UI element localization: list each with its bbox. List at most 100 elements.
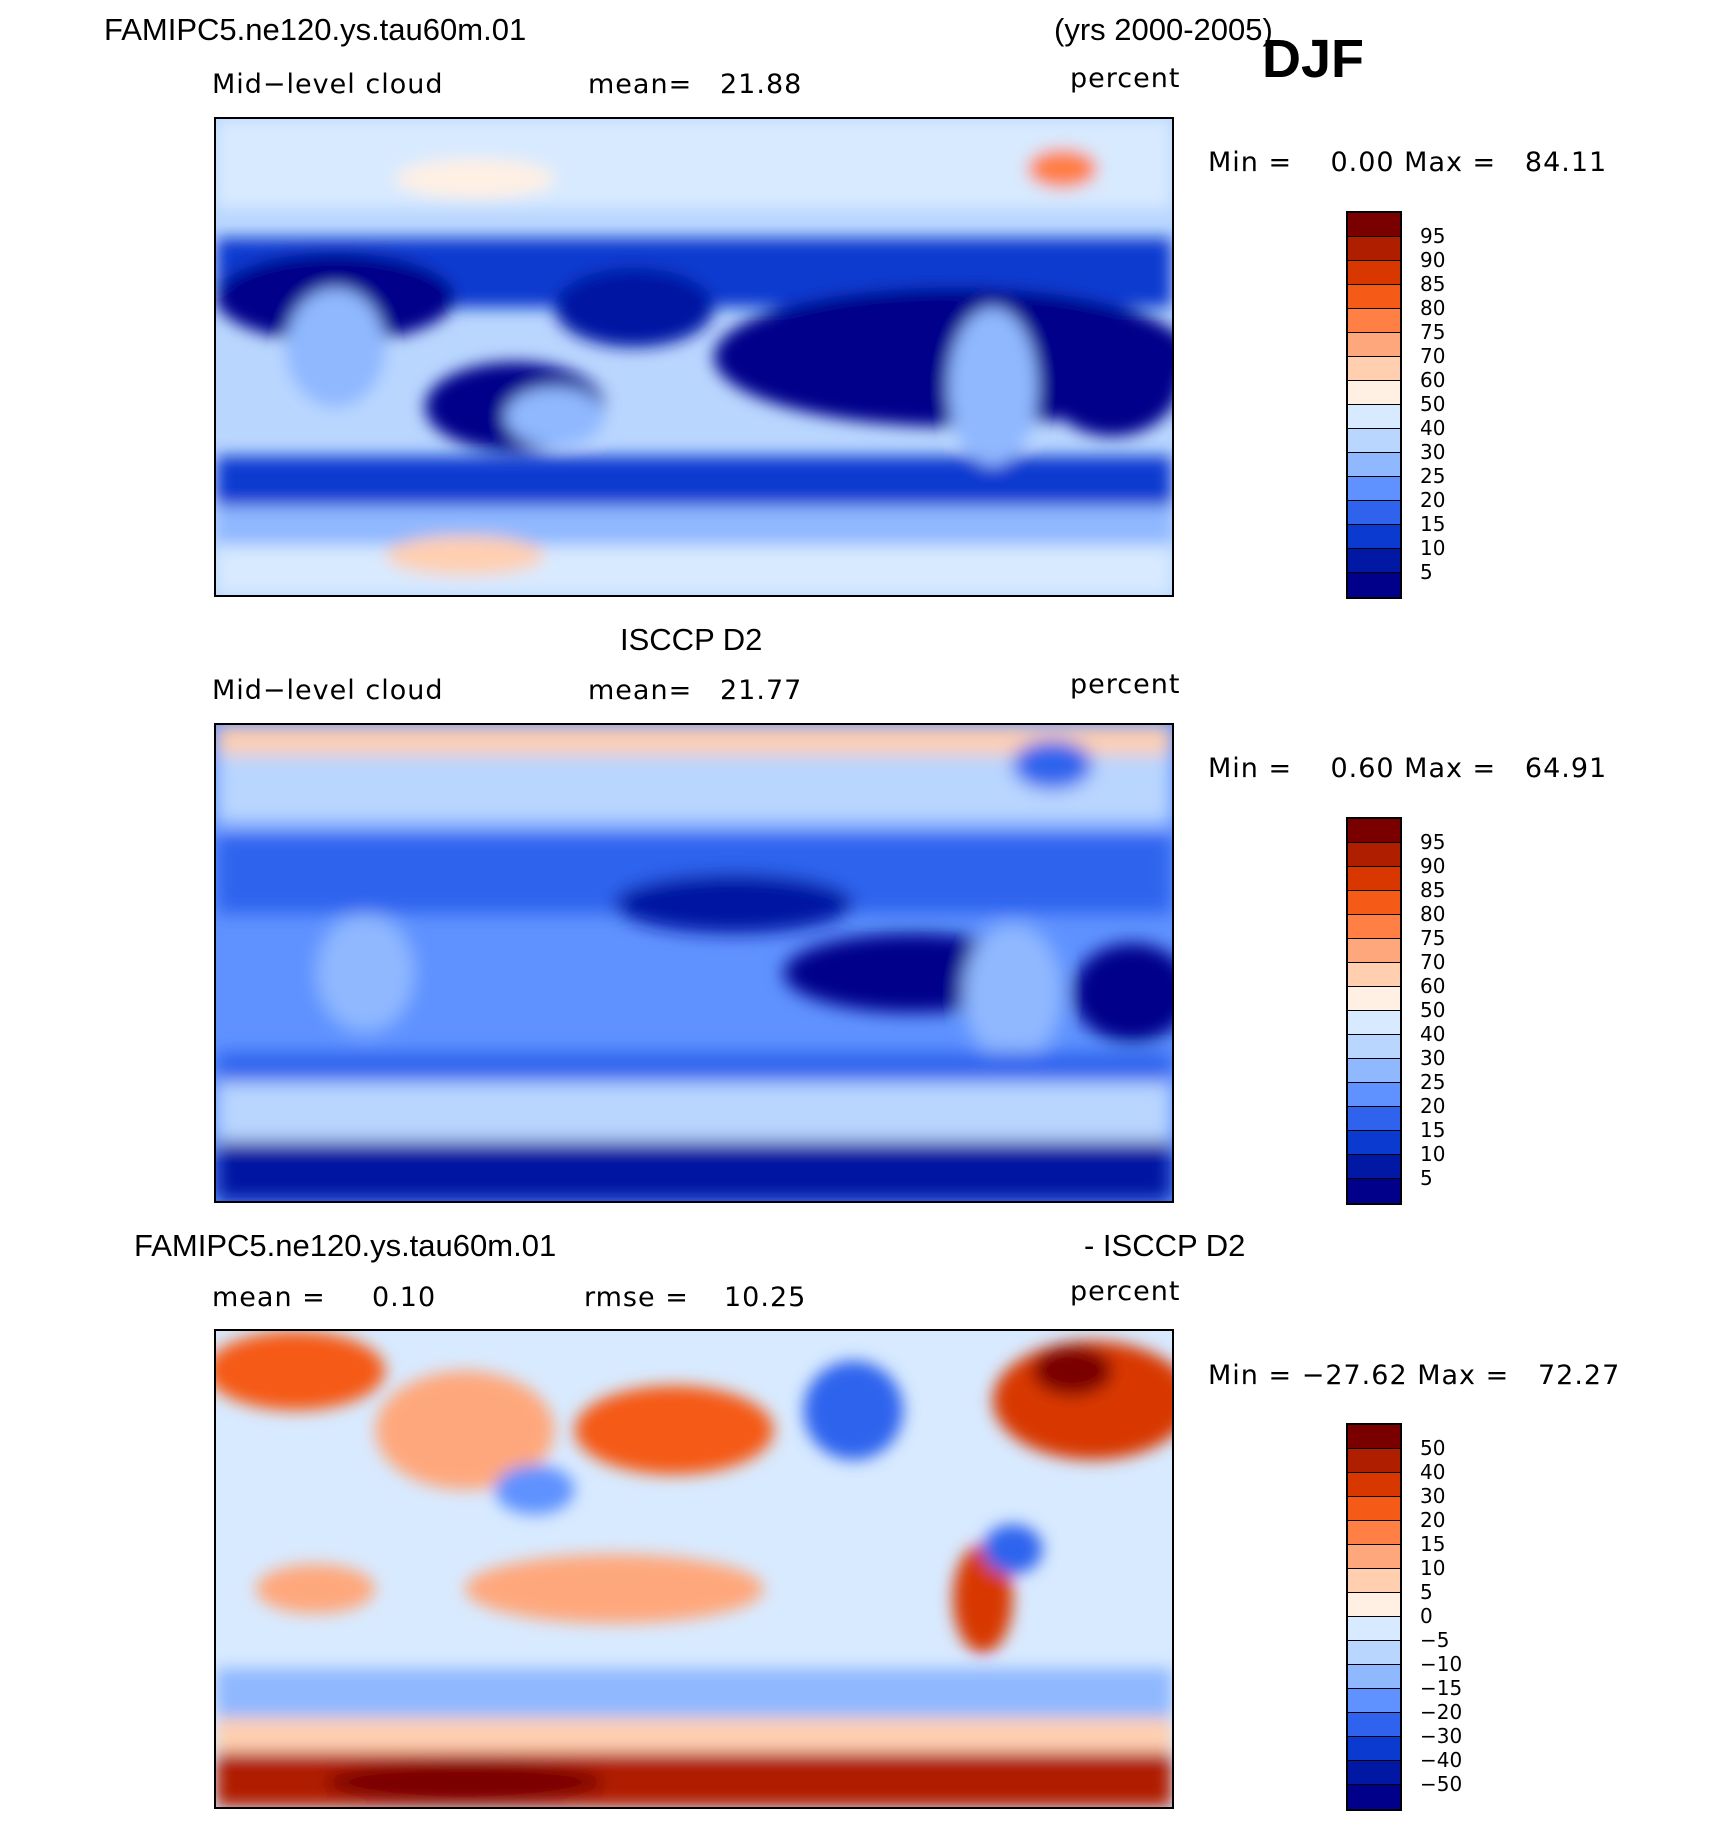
colorbar-tick-label: 40 — [1420, 1022, 1446, 1046]
colorbar-tick-label: 25 — [1420, 1070, 1446, 1094]
colorbar-swatch — [1348, 1131, 1400, 1155]
colorbar-tick-label: 5 — [1420, 1166, 1433, 1190]
panel1-units-label: percent — [1070, 63, 1181, 94]
colorbar-tick-label: 75 — [1420, 320, 1446, 344]
panel1-mean-value: 21.88 — [720, 69, 803, 100]
colorbar-swatch — [1348, 549, 1400, 573]
colorbar-swatch — [1348, 1617, 1400, 1641]
colorbar-tick-label: 30 — [1420, 1484, 1446, 1508]
colorbar-swatch — [1348, 1497, 1400, 1521]
colorbar-tick-label: 0 — [1420, 1604, 1433, 1628]
colorbar-swatch — [1348, 939, 1400, 963]
panel2-units-label: percent — [1070, 669, 1181, 700]
colorbar-tick-label: 20 — [1420, 488, 1446, 512]
colorbar-swatch — [1348, 405, 1400, 429]
colorbar-swatch — [1348, 1593, 1400, 1617]
colorbar-swatch — [1348, 501, 1400, 525]
panel3-minmax-label: Min = −27.62 Max = 72.27 — [1208, 1360, 1621, 1391]
colorbar-swatch — [1348, 477, 1400, 501]
colorbar-tick-label: 80 — [1420, 296, 1446, 320]
case-name-title: FAMIPC5.ne120.ys.tau60m.01 — [104, 12, 527, 47]
panel3-rmse-label: rmse = — [584, 1282, 689, 1313]
colorbar-swatch — [1348, 987, 1400, 1011]
colorbar-tick-label: 20 — [1420, 1094, 1446, 1118]
colorbar-swatch — [1348, 1665, 1400, 1689]
colorbar-swatch — [1348, 1059, 1400, 1083]
panel3-rmse-value: 10.25 — [724, 1282, 807, 1313]
colorbar-tick-label: 40 — [1420, 1460, 1446, 1484]
colorbar-swatch — [1348, 1785, 1400, 1809]
colorbar-tick-label: 10 — [1420, 1556, 1446, 1580]
colorbar-swatch — [1348, 285, 1400, 309]
panel2-map — [214, 723, 1174, 1203]
colorbar-swatch — [1348, 261, 1400, 285]
colorbar-swatch — [1348, 1641, 1400, 1665]
colorbar-tick-label: 15 — [1420, 1118, 1446, 1142]
colorbar-tick-label: 80 — [1420, 902, 1446, 926]
colorbar-tick-label: 10 — [1420, 1142, 1446, 1166]
colorbar-swatch — [1348, 1011, 1400, 1035]
colorbar-swatch — [1348, 915, 1400, 939]
colorbar-swatch — [1348, 381, 1400, 405]
colorbar-swatch — [1348, 1083, 1400, 1107]
colorbar-tick-label: −10 — [1420, 1652, 1463, 1676]
panel3-mean-value: 0.10 — [372, 1282, 437, 1313]
colorbar-tick-label: 15 — [1420, 512, 1446, 536]
panel1-map — [214, 117, 1174, 597]
colorbar-swatch — [1348, 963, 1400, 987]
panel3-title-right: - ISCCP D2 — [1084, 1228, 1246, 1263]
colorbar-swatch — [1348, 843, 1400, 867]
colorbar-tick-label: 5 — [1420, 1580, 1433, 1604]
colorbar-tick-label: −40 — [1420, 1748, 1463, 1772]
panel1-contour-field — [216, 119, 1172, 595]
colorbar-tick-label: 20 — [1420, 1508, 1446, 1532]
colorbar-tick-label: 85 — [1420, 878, 1446, 902]
panel3-colorbar — [1346, 1423, 1402, 1811]
colorbar-swatch — [1348, 819, 1400, 843]
colorbar-swatch — [1348, 333, 1400, 357]
colorbar-tick-label: 75 — [1420, 926, 1446, 950]
panel2-mean-value: 21.77 — [720, 675, 803, 706]
panel1-minmax-label: Min = 0.00 Max = 84.11 — [1208, 147, 1608, 178]
panel2-mean-label: mean= — [588, 675, 693, 706]
colorbar-swatch — [1348, 357, 1400, 381]
colorbar-swatch — [1348, 1761, 1400, 1785]
colorbar-tick-label: 90 — [1420, 248, 1446, 272]
colorbar-tick-label: 95 — [1420, 830, 1446, 854]
colorbar-swatch — [1348, 1107, 1400, 1131]
panel3-contour-field — [216, 1331, 1172, 1807]
colorbar-swatch — [1348, 1179, 1400, 1203]
colorbar-tick-label: 10 — [1420, 536, 1446, 560]
colorbar-swatch — [1348, 309, 1400, 333]
colorbar-tick-label: 60 — [1420, 974, 1446, 998]
colorbar-tick-label: 60 — [1420, 368, 1446, 392]
colorbar-tick-label: 30 — [1420, 1046, 1446, 1070]
panel1-mean-label: mean= — [588, 69, 693, 100]
colorbar-tick-label: 25 — [1420, 464, 1446, 488]
colorbar-tick-label: −30 — [1420, 1724, 1463, 1748]
colorbar-tick-label: 50 — [1420, 392, 1446, 416]
colorbar-swatch — [1348, 1713, 1400, 1737]
colorbar-tick-label: 95 — [1420, 224, 1446, 248]
colorbar-tick-label: 30 — [1420, 440, 1446, 464]
colorbar-swatch — [1348, 453, 1400, 477]
panel2-variable-label: Mid−level cloud — [212, 675, 444, 706]
colorbar-tick-label: 70 — [1420, 950, 1446, 974]
colorbar-swatch — [1348, 213, 1400, 237]
colorbar-swatch — [1348, 573, 1400, 597]
panel1-colorbar — [1346, 211, 1402, 599]
panel2-contour-field — [216, 725, 1172, 1201]
years-range-title: (yrs 2000-2005) — [1054, 12, 1273, 47]
panel2-colorbar — [1346, 817, 1402, 1205]
panel3-title-left: FAMIPC5.ne120.ys.tau60m.01 — [134, 1228, 557, 1263]
colorbar-swatch — [1348, 1689, 1400, 1713]
colorbar-swatch — [1348, 1569, 1400, 1593]
panel3-map — [214, 1329, 1174, 1809]
colorbar-swatch — [1348, 1737, 1400, 1761]
colorbar-tick-label: −15 — [1420, 1676, 1463, 1700]
colorbar-swatch — [1348, 1521, 1400, 1545]
colorbar-tick-label: 50 — [1420, 1436, 1446, 1460]
colorbar-swatch — [1348, 237, 1400, 261]
colorbar-tick-label: 15 — [1420, 1532, 1446, 1556]
panel2-minmax-label: Min = 0.60 Max = 64.91 — [1208, 753, 1608, 784]
